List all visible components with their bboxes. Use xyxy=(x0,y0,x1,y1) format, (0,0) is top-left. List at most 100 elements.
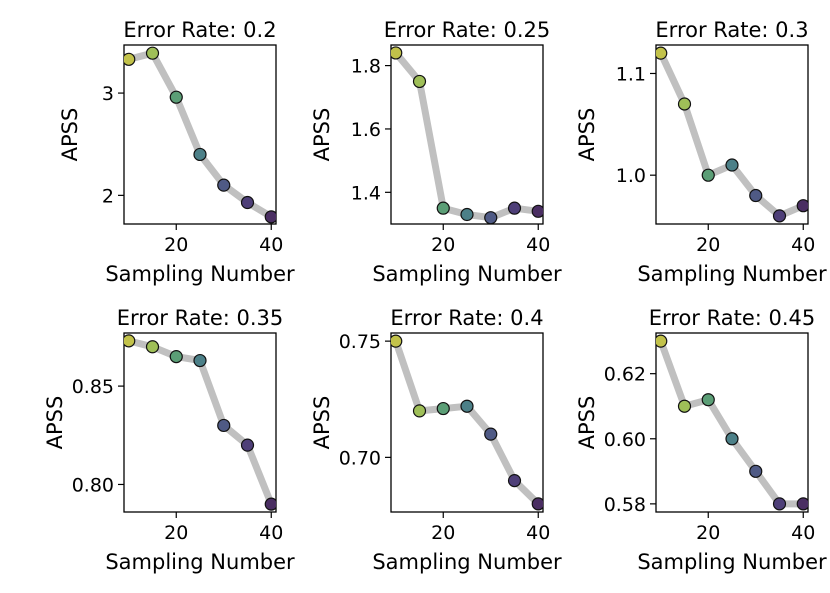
subplot-6: Error Rate: 0.45 20 40 0.58 0.60 0.62 Sampling… xyxy=(575,306,827,574)
data-point xyxy=(484,211,498,224)
series xyxy=(391,334,543,511)
data-point xyxy=(145,46,160,60)
y-axis-label: APSS xyxy=(310,396,334,450)
x-axis-label: Sampling Number xyxy=(372,550,562,574)
data-point xyxy=(531,497,543,511)
axes-frame xyxy=(123,44,277,225)
subplot-title: Error Rate: 0.3 xyxy=(655,18,808,42)
x-tick-label: 20 xyxy=(696,522,720,544)
y-tick-label: 1.1 xyxy=(616,63,646,85)
y-tick-label: 0.60 xyxy=(604,429,646,451)
series xyxy=(391,46,543,224)
x-axis-label: Sampling Number xyxy=(372,262,562,286)
data-point xyxy=(412,74,427,89)
data-point xyxy=(531,204,543,218)
y-tick-label: 0.70 xyxy=(339,447,381,469)
subplot-title: Error Rate: 0.45 xyxy=(649,306,816,330)
x-axis-label: Sampling Number xyxy=(637,550,827,574)
data-point xyxy=(749,188,763,203)
data-point xyxy=(507,474,522,488)
subplot-4: Error Rate: 0.35 20 40 0.80 0.85 Sampling Num… xyxy=(43,306,295,574)
data-point xyxy=(240,438,255,452)
data-point xyxy=(193,147,207,162)
x-tick-label: 20 xyxy=(696,234,720,256)
axes-frame xyxy=(655,44,809,225)
y-axis-label: APSS xyxy=(58,108,82,162)
data-point xyxy=(656,46,668,60)
y-tick-label: 0.58 xyxy=(604,494,646,516)
data-point xyxy=(677,97,692,111)
x-axis-label: Sampling Number xyxy=(105,262,295,286)
series-line xyxy=(657,337,807,508)
data-point xyxy=(391,334,403,348)
y-tick-label: 1.4 xyxy=(351,182,381,204)
data-point xyxy=(391,46,403,60)
series-line xyxy=(657,49,807,220)
series xyxy=(656,46,808,223)
data-point xyxy=(725,432,739,446)
x-tick-label: 40 xyxy=(526,522,550,544)
data-point xyxy=(656,334,668,348)
data-point xyxy=(124,334,136,348)
data-point xyxy=(460,399,474,413)
axes-frame xyxy=(390,44,544,225)
data-point xyxy=(436,401,450,416)
data-point xyxy=(701,168,715,182)
x-axis-label: Sampling Number xyxy=(105,550,295,574)
subplot-title: Error Rate: 0.2 xyxy=(123,18,276,42)
data-point xyxy=(145,340,160,354)
data-point xyxy=(217,418,231,433)
axes-frame xyxy=(123,332,277,513)
data-point xyxy=(460,207,474,222)
x-tick-label: 40 xyxy=(791,522,815,544)
axes-frame xyxy=(655,332,809,513)
x-axis-label: Sampling Number xyxy=(637,262,827,286)
y-tick-label: 3 xyxy=(102,83,114,105)
y-axis-label: APSS xyxy=(310,108,334,162)
y-axis-label: APSS xyxy=(575,396,599,450)
subplot-3: Error Rate: 0.3 20 40 1.0 1.1 Sampling Number… xyxy=(575,18,827,286)
data-point xyxy=(124,52,136,66)
subplot-title: Error Rate: 0.25 xyxy=(384,18,551,42)
y-tick-label: 1.8 xyxy=(351,56,381,78)
y-tick-label: 0.85 xyxy=(72,376,114,398)
x-tick-label: 40 xyxy=(791,234,815,256)
data-point xyxy=(796,199,808,213)
data-point xyxy=(772,497,787,511)
y-axis-label: APSS xyxy=(575,108,599,162)
series-line xyxy=(125,49,275,221)
series xyxy=(124,334,276,511)
data-point xyxy=(193,353,207,368)
subplot-2: Error Rate: 0.25 20 40 1.4 1.6 1.8 Sampling Nu… xyxy=(310,18,562,286)
subplot-title: Error Rate: 0.4 xyxy=(390,306,543,330)
subplot-title: Error Rate: 0.35 xyxy=(117,306,284,330)
x-tick-label: 20 xyxy=(431,522,455,544)
y-axis-label: APSS xyxy=(43,396,67,450)
data-point xyxy=(725,158,739,172)
subplot-5: Error Rate: 0.4 20 40 0.70 0.75 Sampling Numb… xyxy=(310,306,562,574)
y-tick-label: 2 xyxy=(102,185,114,207)
x-tick-label: 20 xyxy=(164,522,188,544)
data-point xyxy=(436,201,450,215)
axes-frame xyxy=(390,332,544,513)
y-tick-label: 1.0 xyxy=(616,165,646,187)
x-tick-label: 40 xyxy=(259,522,283,544)
x-tick-label: 20 xyxy=(431,234,455,256)
series xyxy=(656,334,808,511)
data-point xyxy=(507,201,522,215)
x-tick-label: 20 xyxy=(164,234,188,256)
series xyxy=(124,46,276,224)
y-tick-label: 0.80 xyxy=(72,474,114,496)
data-point xyxy=(217,178,231,192)
data-point xyxy=(796,497,808,511)
data-point xyxy=(701,393,715,407)
data-point xyxy=(240,195,255,210)
data-point xyxy=(169,350,183,364)
data-point xyxy=(749,464,763,478)
data-point xyxy=(264,497,276,511)
y-tick-label: 0.75 xyxy=(339,331,381,353)
data-point xyxy=(484,427,498,441)
subplot-1: Error Rate: 0.2 20 40 2 3 Sampling Number APSS xyxy=(58,18,295,286)
y-tick-label: 1.6 xyxy=(351,119,381,141)
